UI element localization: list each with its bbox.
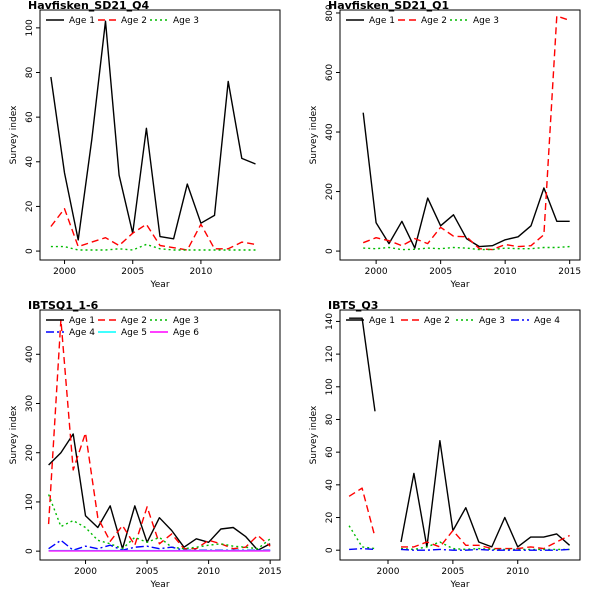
x-axis-label: Year: [449, 280, 469, 290]
y-tick-label: 0: [25, 248, 35, 254]
legend-label-age-3: Age 3: [173, 316, 199, 326]
series-line-age-2: [50, 208, 256, 251]
y-tick-label: 40: [25, 156, 35, 168]
legend-label-age-1: Age 1: [369, 316, 395, 326]
legend: Age 1 Age 2 Age 3 Age 4: [346, 316, 560, 326]
series-line-age-1: [50, 20, 256, 241]
y-tick-label: 400: [325, 123, 335, 140]
panel-ibts-q3: IBTS_Q3 2000 2005 2010 0 20 40 60 80 100 120 140 Yea…: [309, 299, 581, 590]
y-tick-label: 20: [325, 512, 335, 524]
legend-label-age-2: Age 2: [424, 316, 450, 326]
y-tick-label: 200: [25, 444, 35, 461]
y-tick-label: 200: [325, 183, 335, 200]
x-axis-label: Year: [149, 280, 169, 290]
x-tick-label: 2000: [365, 267, 388, 277]
legend-label-age-2: Age 2: [121, 16, 147, 26]
series-line-age-2: [362, 15, 570, 251]
y-tick-label: 120: [325, 345, 335, 362]
x-axis-label: Year: [149, 580, 169, 590]
series-line-age-3: [363, 245, 570, 251]
chart-title: Havfisken_SD21_Q4: [28, 0, 150, 12]
legend-label-age-6: Age 6: [173, 328, 199, 338]
y-axis-label: Survey index: [9, 105, 19, 164]
y-tick-label: 100: [25, 19, 35, 36]
series-line-age-2: [348, 487, 570, 550]
y-tick-label: 800: [325, 4, 335, 21]
y-tick-label: 80: [25, 67, 35, 79]
series-line-age-4: [349, 547, 570, 551]
series-group: [362, 15, 570, 251]
chart-title: Havfisken_SD21_Q1: [328, 0, 449, 12]
chart-title: IBTSQ1_1-6: [28, 299, 99, 312]
y-axis-label: Survey index: [9, 405, 19, 464]
y-tick-label: 40: [325, 479, 335, 491]
x-tick-label: 2010: [494, 267, 517, 277]
plot-frame: [339, 309, 581, 561]
series-line-age-1: [48, 433, 271, 551]
y-tick-label: 60: [325, 446, 335, 458]
x-tick-label: 2005: [121, 267, 144, 277]
panel-havfisken-sd21-q4: Havfisken_SD21_Q4 2000 2005 2010 0 20 40 60 80 10…: [9, 0, 281, 290]
legend-label-age-3: Age 3: [479, 316, 505, 326]
legend-label-age-4: Age 4: [534, 316, 560, 326]
plot-frame: [39, 9, 281, 261]
y-tick-label: 20: [25, 200, 35, 212]
x-axis-label: Year: [449, 580, 469, 590]
x-tick-label: 2015: [558, 267, 581, 277]
y-tick-label: 600: [325, 64, 335, 81]
y-tick-label: 100: [325, 378, 335, 395]
y-tick-label: 60: [25, 111, 35, 123]
series-line-age-2: [47, 319, 271, 550]
series-group: [47, 319, 271, 552]
series-line-age-3: [47, 494, 271, 550]
x-tick-label: 2000: [74, 567, 97, 577]
y-tick-label: 0: [25, 548, 35, 554]
x-tick-label: 2010: [189, 267, 212, 277]
plot-frame: [39, 309, 281, 561]
y-axis-label: Survey index: [309, 105, 319, 164]
legend-label-age-3: Age 3: [173, 16, 199, 26]
series-line-age-1: [362, 112, 570, 249]
y-tick-label: 400: [25, 345, 35, 362]
series-group: [348, 317, 571, 551]
y-tick-label: 100: [25, 493, 35, 510]
series-line-age-1: [349, 317, 571, 548]
x-tick-label: 2000: [377, 567, 400, 577]
x-tick-label: 2005: [441, 567, 464, 577]
plot-frame: [339, 9, 581, 261]
x-tick-label: 2015: [259, 567, 282, 577]
legend-label-age-2: Age 2: [421, 16, 447, 26]
y-tick-label: 140: [325, 313, 335, 330]
legend-label-age-5: Age 5: [121, 328, 147, 338]
panel-ibtsq1-1-6: IBTSQ1_1-6 2000 2005 2010 2015 0 100 200 300 400 Y…: [9, 299, 282, 590]
legend-label-age-1: Age 1: [369, 16, 395, 26]
y-tick-label: 0: [325, 547, 335, 553]
legend: Age 1 Age 2 Age 3 Age 4 Age 5 Age 6: [46, 316, 199, 338]
x-tick-label: 2005: [429, 267, 452, 277]
y-tick-label: 80: [325, 413, 335, 425]
legend-label-age-3: Age 3: [473, 16, 499, 26]
legend-label-age-4: Age 4: [69, 328, 95, 338]
x-tick-label: 2005: [136, 567, 159, 577]
legend-label-age-2: Age 2: [121, 316, 147, 326]
y-tick-label: 0: [325, 248, 335, 254]
panel-havfisken-sd21-q1: Havfisken_SD21_Q1 2000 2005 2010 2015 0 200 400…: [309, 0, 581, 290]
series-group: [50, 20, 256, 251]
x-tick-label: 2010: [197, 567, 220, 577]
legend-label-age-1: Age 1: [69, 16, 95, 26]
y-tick-label: 300: [25, 395, 35, 412]
legend-label-age-1: Age 1: [69, 316, 95, 326]
chart-title: IBTS_Q3: [328, 299, 378, 312]
legend: Age 1 Age 2 Age 3: [46, 16, 199, 26]
legend: Age 1 Age 2 Age 3: [346, 16, 499, 26]
x-tick-label: 2000: [53, 267, 76, 277]
y-axis-label: Survey index: [309, 405, 319, 464]
x-tick-label: 2010: [506, 567, 529, 577]
